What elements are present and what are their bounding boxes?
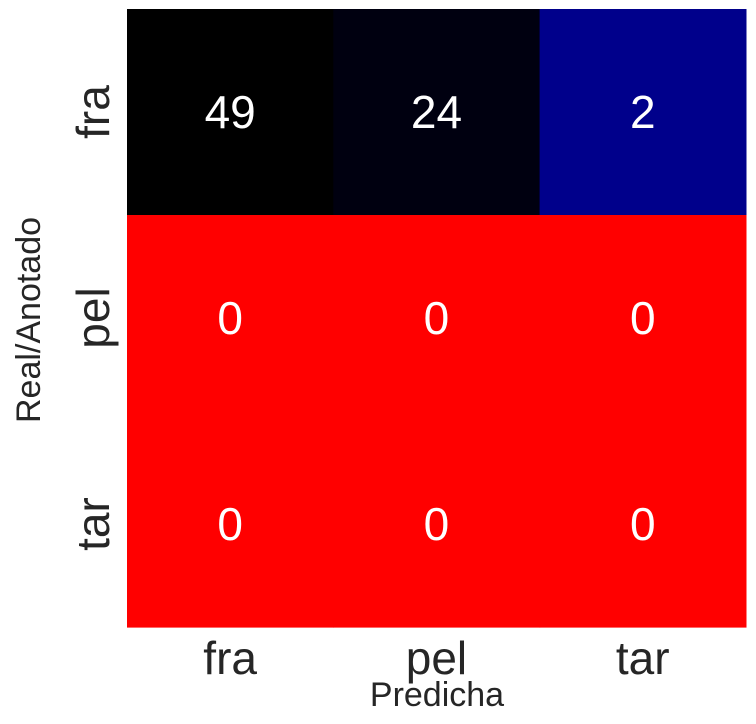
cell-value-label: 0 [217, 498, 243, 550]
cell-value-label: 0 [424, 498, 450, 550]
heatmap-cells [127, 9, 747, 628]
x-tick-label: pel [406, 632, 467, 684]
y-tick-label: pel [67, 287, 119, 348]
heatmap-cell [127, 215, 334, 422]
cell-value-label: 0 [424, 292, 450, 344]
heatmap-cell [127, 421, 334, 628]
cell-value-label: 0 [630, 292, 656, 344]
x-tick-label: tar [616, 632, 670, 684]
heatmap-annotations: 49 24 2 0 0 0 0 0 0 [205, 86, 656, 550]
y-axis-label: Real/Anotado [10, 217, 48, 423]
heatmap-cell [333, 421, 541, 628]
heatmap-cell [333, 9, 541, 216]
y-tick-label: tar [67, 497, 119, 551]
y-tick-labels: fra pel tar [67, 85, 119, 551]
heatmap-cell [127, 9, 334, 216]
cell-value-label: 0 [217, 292, 243, 344]
cell-value-label: 24 [411, 86, 462, 138]
y-tick-label: fra [67, 85, 119, 139]
x-axis-label: Predicha [370, 676, 504, 714]
cell-value-label: 0 [630, 498, 656, 550]
heatmap-cell [539, 9, 747, 216]
x-tick-label: fra [203, 632, 257, 684]
x-tick-labels: fra pel tar [203, 632, 669, 684]
heatmap-cell [333, 215, 541, 422]
heatmap-cell [539, 215, 747, 422]
cell-value-label: 2 [630, 86, 656, 138]
cell-value-label: 49 [205, 86, 256, 138]
heatmap-cell [539, 421, 747, 628]
